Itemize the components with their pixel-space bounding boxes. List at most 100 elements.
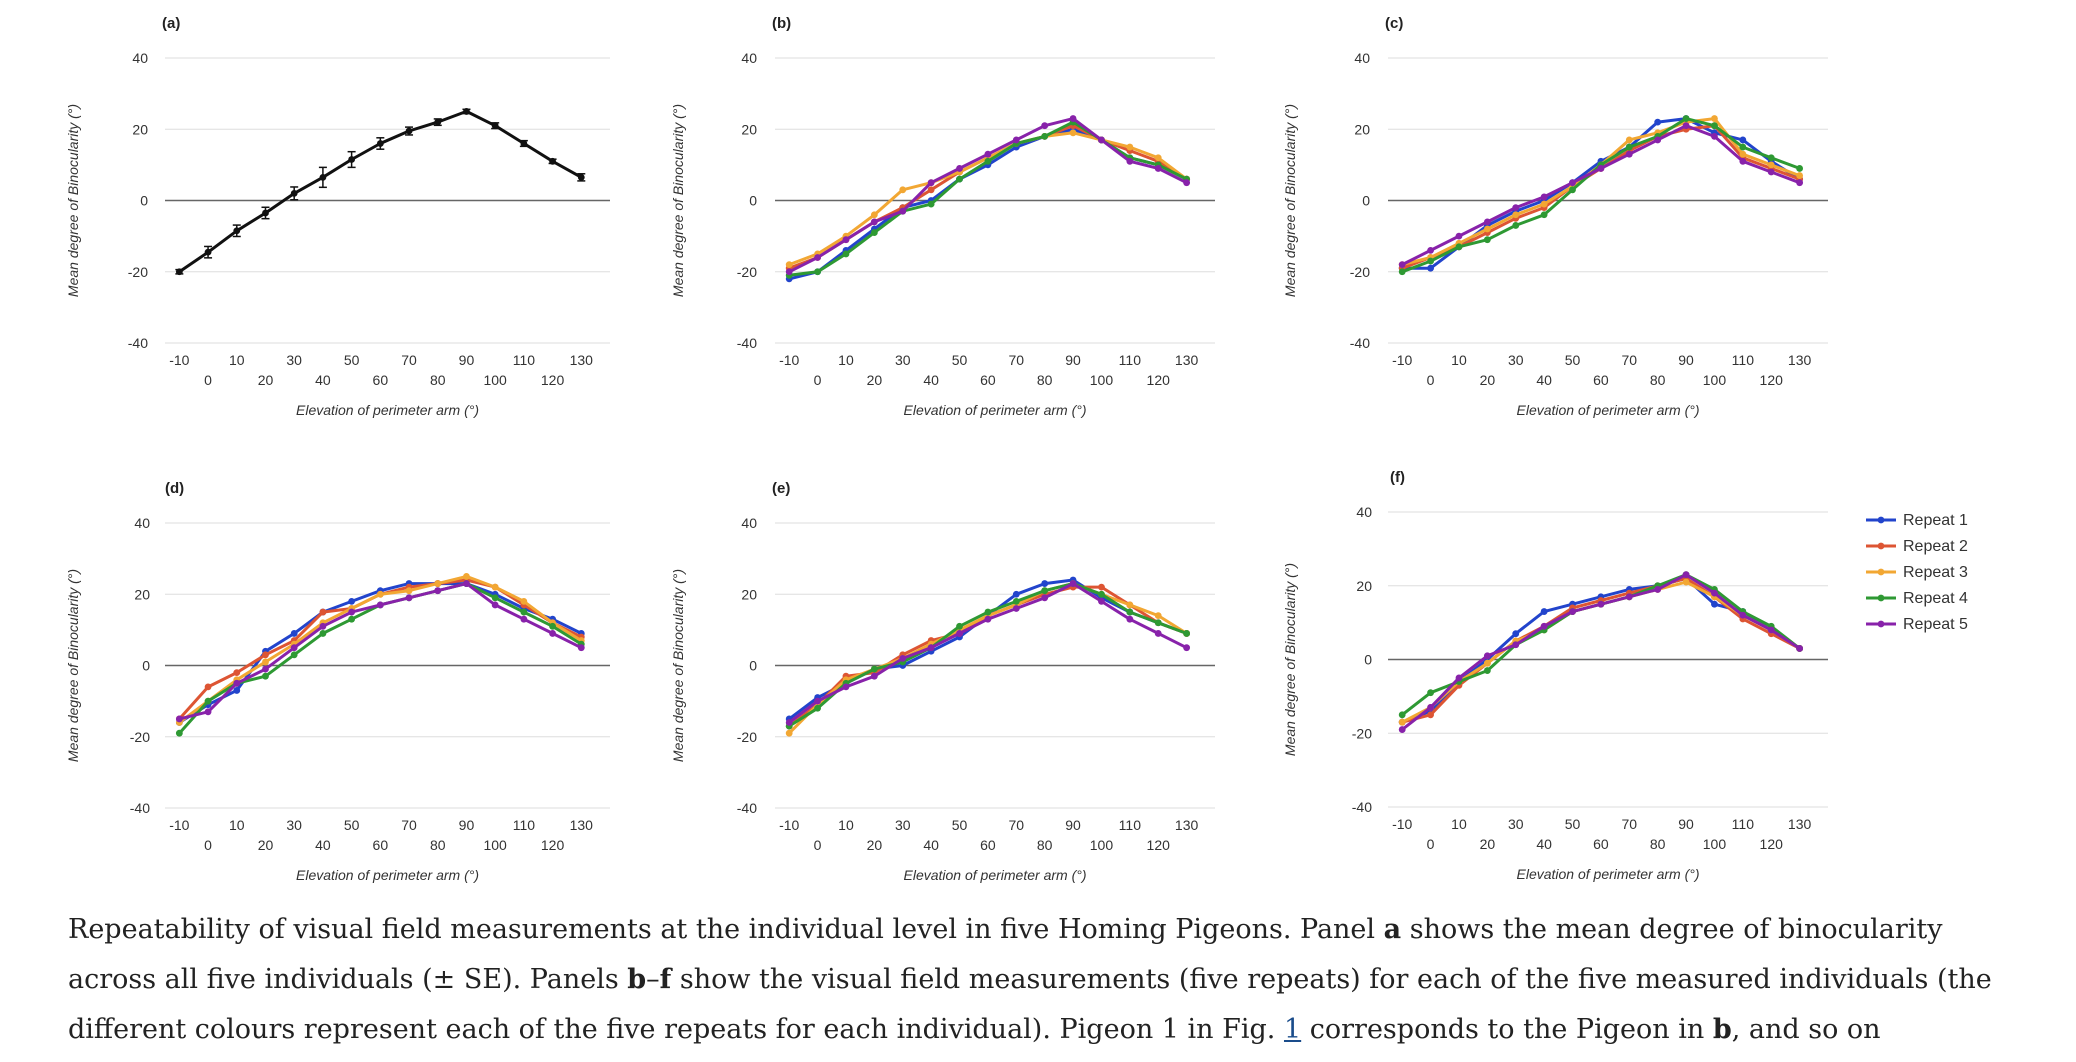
x-tick-label: 40 (315, 837, 331, 853)
data-point (290, 644, 298, 652)
x-tick-label: 50 (952, 352, 968, 368)
caption-bold-b: b (627, 964, 647, 995)
data-point (1711, 132, 1718, 140)
x-tick-label: 50 (1565, 816, 1581, 832)
data-point (319, 622, 327, 630)
x-tick-label: 110 (513, 817, 536, 833)
x-tick-label: 10 (838, 817, 854, 833)
data-point (1682, 122, 1690, 130)
data-point (1654, 118, 1662, 126)
data-point (1154, 612, 1162, 620)
panel-a: (a) -40 -20 0 20 40 -10 0 10 20 30 40 50 60 70 80 90 100 1… (65, 15, 610, 418)
data-point (1098, 590, 1105, 598)
y-tick-label: 20 (741, 586, 757, 602)
x-tick-label: 0 (814, 837, 822, 853)
x-tick-label: 0 (204, 837, 212, 853)
x-tick-label: 120 (1147, 837, 1171, 853)
x-tick-label: 60 (980, 372, 996, 388)
panel-e-label: (e) (772, 480, 790, 497)
x-tick-label: 60 (980, 837, 996, 853)
legend-marker (1877, 620, 1885, 628)
x-tick-label: 30 (286, 817, 302, 833)
data-point (785, 719, 793, 726)
x-tick-label: 0 (814, 372, 822, 388)
data-point (1682, 571, 1690, 579)
data-point (1154, 630, 1162, 637)
data-point (1767, 626, 1775, 634)
y-tick-label: -20 (737, 729, 757, 745)
panel-c: (c) -40 -20 0 20 40 -10 0 10 20 30 40 50 60 70 80 90 100 1… (1282, 15, 1828, 418)
y-tick-label: 40 (1356, 504, 1372, 520)
y-tick-label: 0 (142, 658, 150, 674)
data-point (348, 597, 356, 605)
figure-1-link[interactable]: 1 (1283, 1014, 1302, 1045)
data-point (1427, 264, 1434, 272)
data-point (1098, 583, 1105, 591)
data-point (577, 644, 585, 652)
data-point (842, 683, 850, 691)
data-point (870, 665, 878, 673)
x-tick-label: 90 (1678, 352, 1694, 368)
x-tick-label: -10 (169, 352, 189, 368)
data-point (520, 615, 528, 623)
x-tick-label: 30 (895, 817, 911, 833)
data-point (1739, 157, 1747, 165)
data-point (1126, 143, 1134, 151)
series-repeat-5 (175, 580, 585, 723)
x-tick-label: 20 (258, 837, 274, 853)
caption-bold-f: f (659, 964, 672, 995)
data-point (1739, 143, 1747, 151)
data-point (1154, 154, 1162, 162)
x-tick-label: 110 (1732, 816, 1755, 832)
x-tick-label: 10 (838, 352, 854, 368)
data-point (1512, 211, 1520, 219)
y-tick-label: 0 (1362, 193, 1370, 209)
data-point (1796, 179, 1804, 187)
data-point (1739, 150, 1747, 158)
x-tick-label: 110 (1119, 817, 1142, 833)
data-point (1041, 594, 1049, 602)
data-point (870, 211, 878, 219)
x-tick-label: 80 (1650, 836, 1666, 852)
data-point (984, 615, 992, 623)
x-tick-label: 80 (1650, 372, 1666, 388)
data-point (376, 590, 384, 598)
data-point (175, 268, 183, 276)
legend: Repeat 1 Repeat 2 Repeat 3 Repeat 4 Repeat 5 (1866, 512, 1968, 633)
x-tick-label: 70 (1009, 352, 1025, 368)
data-point (1569, 608, 1576, 615)
data-point (233, 679, 241, 687)
data-point (1427, 711, 1434, 719)
data-point (290, 189, 298, 197)
x-tick-label: 20 (1480, 372, 1496, 388)
data-point (842, 250, 850, 258)
series-repeat-5 (785, 115, 1191, 276)
data-point (319, 608, 327, 616)
y-tick-label: -20 (737, 264, 757, 280)
x-tick-label: 80 (430, 372, 446, 388)
y-tick-label: 40 (134, 515, 150, 531)
x-tick-label: 100 (1703, 836, 1727, 852)
data-point (1098, 136, 1105, 144)
x-tick-label: 20 (867, 837, 883, 853)
data-point (1711, 589, 1718, 597)
x-tick-label: 70 (401, 817, 417, 833)
data-point (899, 186, 907, 194)
caption-text-2: shows the mean degree of binocularity ac… (68, 914, 1943, 995)
data-point (348, 156, 356, 163)
x-tick-label: 80 (430, 837, 446, 853)
x-tick-label: 90 (1065, 352, 1081, 368)
data-point (520, 608, 528, 616)
y-axis-label: Mean degree of Binocularity (°) (1282, 104, 1298, 297)
data-point (1183, 630, 1191, 637)
legend-marker (1877, 568, 1885, 576)
legend-label: Repeat 5 (1903, 616, 1968, 633)
data-point (1512, 222, 1520, 229)
x-tick-label: 20 (867, 372, 883, 388)
caption-text-1: Repeatability of visual field measuremen… (68, 914, 1384, 945)
data-point (1427, 704, 1434, 711)
data-point (1427, 257, 1434, 265)
x-tick-label: 100 (1703, 372, 1727, 388)
data-point (956, 622, 963, 630)
series-line-mean (178, 109, 583, 274)
